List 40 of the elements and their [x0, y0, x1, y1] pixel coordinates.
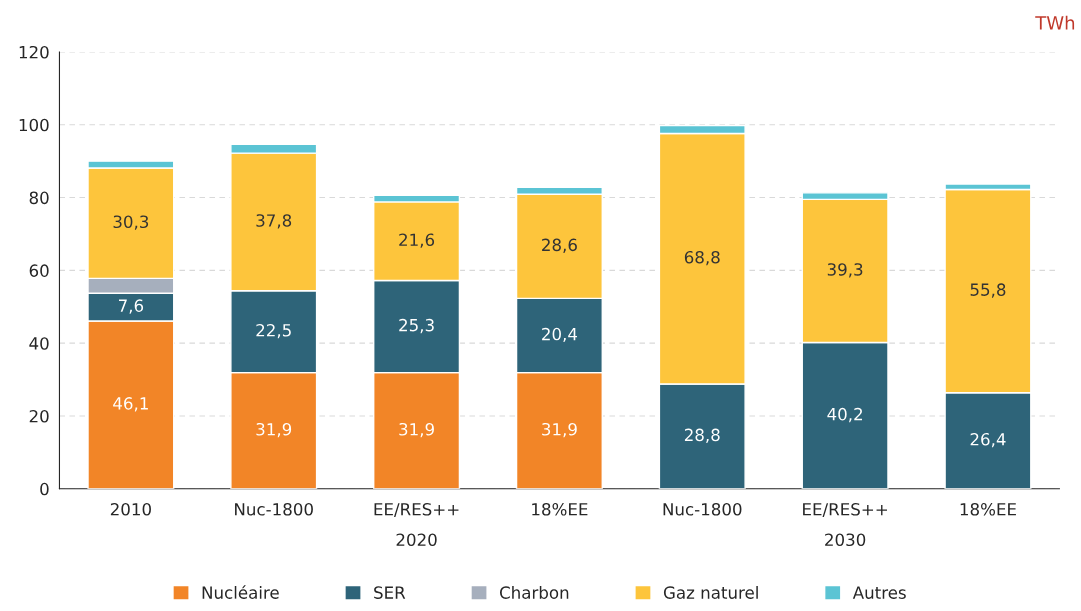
- data-label: 28,6: [542, 238, 577, 253]
- x-tick-label: EE/RES++: [374, 502, 459, 517]
- x-tick-label: 18%EE: [532, 502, 588, 516]
- legend-label: Gaz naturel: [663, 585, 758, 599]
- x-tick-label: 18%EE: [960, 502, 1016, 516]
- y-tick-label: 60: [29, 264, 49, 277]
- x-tick-label: EE/RES++: [803, 502, 887, 517]
- data-label: 21,6: [399, 233, 435, 248]
- text: 2030: [825, 533, 866, 547]
- y-tick-label: 80: [29, 191, 49, 205]
- data-label: 40,2: [827, 407, 862, 423]
- data-label: 37,8: [256, 214, 292, 229]
- data-label: 25,3: [399, 318, 434, 334]
- y-tick-label: 100: [19, 118, 49, 132]
- y-tick-label: 20: [29, 409, 49, 423]
- legend-label: Autres: [852, 586, 906, 599]
- data-label: 22,5: [256, 323, 291, 339]
- y-tick-label: 0: [40, 482, 49, 496]
- y-tick-label: 40: [29, 337, 49, 350]
- legend-label: SER: [374, 586, 406, 599]
- legend-label: Nucléaire: [202, 585, 279, 599]
- x-tick-label: Nuc-1800: [663, 502, 742, 516]
- data-label: 46,1: [113, 397, 148, 412]
- data-label: 68,8: [684, 250, 720, 266]
- data-label: 26,4: [970, 432, 1006, 448]
- data-label: 20,4: [542, 327, 578, 343]
- data-label: 28,8: [684, 428, 720, 443]
- y-axis-title: TWh: [1035, 15, 1075, 30]
- data-label: 39,3: [827, 263, 863, 278]
- y-tick-label: 120: [19, 45, 49, 59]
- data-label: 31,9: [256, 422, 292, 438]
- data-label: 30,3: [113, 215, 149, 230]
- x-tick-label: 2010: [110, 502, 151, 516]
- x-tick-label: Nuc-1800: [235, 502, 313, 516]
- data-label: 31,9: [542, 422, 577, 438]
- data-label: 31,9: [399, 422, 434, 438]
- data-label: 55,8: [970, 283, 1006, 298]
- text: 2020: [396, 533, 437, 547]
- legend-label: Charbon: [499, 585, 569, 599]
- data-label: 7,6: [118, 299, 144, 314]
